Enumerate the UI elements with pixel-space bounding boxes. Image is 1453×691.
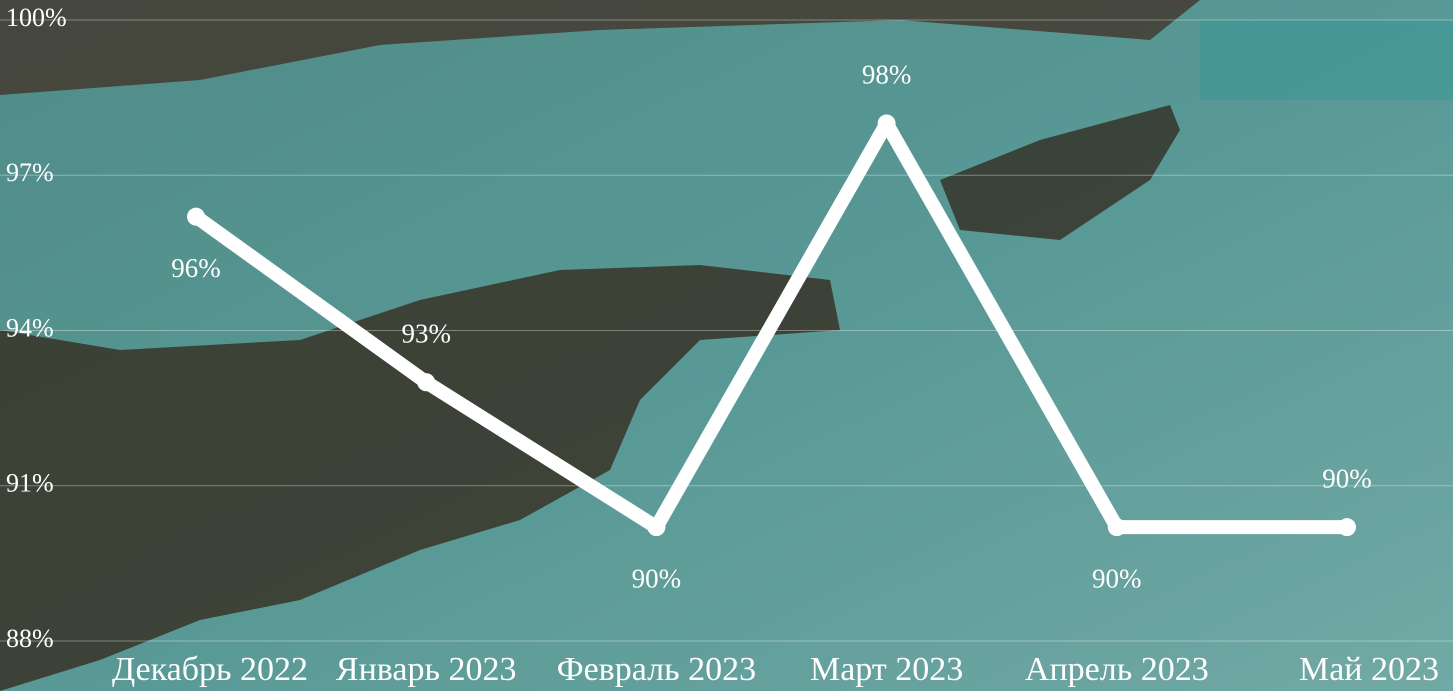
data-label: 93% (401, 318, 451, 348)
data-point (647, 518, 665, 536)
x-tick-label: Январь 2023 (336, 651, 517, 688)
y-tick-label: 100% (6, 3, 67, 32)
data-point (187, 208, 205, 226)
data-label: 90% (632, 563, 682, 593)
y-tick-label: 97% (6, 158, 54, 187)
x-tick-label: Май 2023 (1299, 651, 1439, 688)
y-tick-label: 91% (6, 469, 54, 498)
data-point (878, 115, 896, 133)
x-tick-label: Апрель 2023 (1025, 651, 1209, 688)
x-tick-label: Март 2023 (810, 651, 963, 688)
background-photo (0, 0, 1453, 691)
data-label: 90% (1322, 463, 1372, 493)
chart: 88% 91% 94% 97% 100% Декабрь 2022 Январь 2023 Ф… (0, 0, 1453, 691)
data-label: 98% (862, 60, 912, 90)
data-label: 96% (171, 253, 221, 283)
data-point (417, 373, 435, 391)
y-tick-label: 94% (6, 313, 54, 342)
x-tick-label: Февраль 2023 (557, 651, 756, 688)
data-point (1338, 518, 1356, 536)
y-tick-label: 88% (6, 624, 54, 653)
data-point (1108, 518, 1126, 536)
x-tick-label: Декабрь 2022 (112, 651, 308, 688)
data-label: 90% (1092, 563, 1142, 593)
page: {"chart_data": {"type": "line", "categor… (0, 0, 1453, 691)
